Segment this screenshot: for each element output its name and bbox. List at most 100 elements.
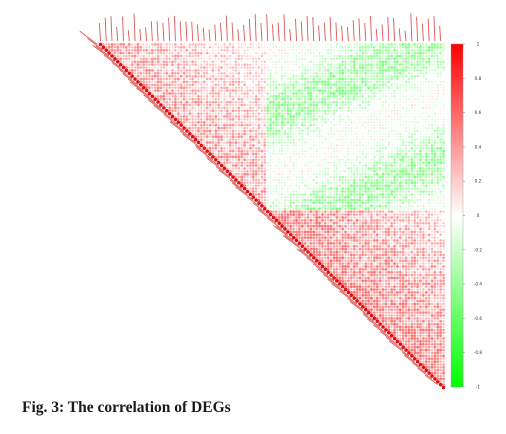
correlation-cell: [289, 60, 292, 63]
correlation-cell: [410, 43, 413, 46]
correlation-cell: [208, 109, 212, 112]
correlation-cell: [272, 52, 275, 55]
correlation-cell: [298, 66, 301, 69]
correlation-cell: [375, 71, 379, 75]
correlation-cell: [289, 129, 292, 133]
correlation-cell: [243, 66, 246, 69]
correlation-cell: [324, 135, 327, 138]
correlation-cell: [442, 187, 445, 190]
correlation-cell: [229, 103, 232, 107]
correlation-cell: [278, 92, 281, 95]
correlation-cell: [341, 109, 344, 112]
correlation-cell: [341, 124, 344, 127]
correlation-cell: [442, 89, 445, 92]
correlation-cell: [439, 75, 442, 78]
correlation-cell: [182, 80, 186, 84]
correlation-cell: [390, 49, 393, 52]
correlation-cell: [402, 89, 405, 92]
correlation-cell: [428, 109, 430, 112]
correlation-cell: [393, 52, 396, 55]
correlation-cell: [436, 132, 439, 136]
correlation-cell: [177, 46, 180, 49]
correlation-cell: [275, 158, 278, 161]
correlation-cell: [335, 193, 339, 196]
correlation-cell: [376, 167, 379, 170]
correlation-cell: [203, 109, 206, 112]
correlation-cell: [315, 63, 318, 66]
correlation-cell: [231, 103, 235, 107]
correlation-cell: [304, 121, 307, 124]
correlation-cell: [442, 184, 445, 187]
correlation-cell: [315, 144, 318, 147]
correlation-cell: [217, 95, 220, 98]
correlation-cell: [370, 49, 373, 52]
correlation-cell: [327, 130, 330, 132]
correlation-cell: [226, 74, 229, 78]
correlation-cell: [433, 69, 437, 72]
correlation-cell: [237, 158, 241, 162]
correlation-cell: [223, 69, 226, 72]
correlation-cell: [257, 132, 261, 136]
correlation-cell: [298, 118, 301, 121]
correlation-cell: [289, 75, 292, 78]
correlation-cell: [151, 55, 154, 57]
correlation-cell: [358, 193, 362, 196]
correlation-cell: [136, 57, 139, 60]
correlation-cell: [367, 100, 370, 104]
correlation-cell: [433, 104, 436, 106]
correlation-cell: [303, 72, 307, 75]
correlation-cell: [338, 54, 342, 58]
correlation-cell: [335, 138, 338, 141]
correlation-cell: [425, 135, 428, 138]
correlation-cell: [376, 95, 379, 98]
correlation-cell: [234, 141, 238, 144]
correlation-cell: [304, 75, 307, 78]
correlation-cell: [180, 106, 183, 109]
correlation-cell: [183, 43, 185, 46]
correlation-cell: [350, 92, 353, 95]
correlation-cell: [387, 190, 390, 193]
correlation-cell: [186, 66, 188, 69]
correlation-cell: [309, 69, 312, 72]
correlation-cell: [422, 193, 425, 196]
correlation-cell: [255, 63, 258, 66]
correlation-cell: [191, 103, 194, 107]
correlation-cell: [338, 175, 341, 179]
correlation-cell: [379, 118, 382, 121]
correlation-cell: [410, 172, 414, 176]
correlation-cell: [381, 181, 385, 185]
correlation-cell: [390, 178, 393, 181]
correlation-cell: [355, 86, 359, 90]
correlation-cell: [399, 112, 402, 115]
correlation-cell: [180, 49, 183, 52]
correlation-cell: [151, 74, 154, 78]
correlation-cell: [318, 173, 321, 176]
correlation-cell: [344, 112, 347, 115]
correlation-cell: [191, 60, 195, 64]
correlation-cell: [260, 147, 263, 150]
correlation-cell: [364, 69, 367, 72]
correlation-cell: [347, 60, 350, 63]
correlation-cell: [128, 57, 131, 61]
correlation-cell: [399, 75, 402, 78]
correlation-cell: [326, 106, 330, 110]
correlation-cell: [243, 63, 246, 66]
correlation-cell: [292, 109, 295, 112]
correlation-cell: [434, 81, 436, 83]
correlation-cell: [263, 178, 267, 182]
correlation-cell: [289, 49, 292, 52]
correlation-cell: [266, 124, 269, 127]
correlation-cell: [223, 118, 226, 121]
correlation-cell: [237, 57, 241, 61]
correlation-cell: [165, 57, 168, 61]
correlation-cell: [390, 95, 393, 98]
correlation-cell: [249, 129, 252, 133]
correlation-cell: [361, 155, 364, 158]
correlation-cell: [240, 84, 243, 86]
correlation-cell: [252, 60, 255, 63]
correlation-cell: [266, 66, 269, 69]
correlation-cell: [292, 156, 295, 158]
correlation-cell: [327, 127, 330, 129]
correlation-cell: [436, 167, 440, 170]
correlation-cell: [278, 144, 280, 147]
